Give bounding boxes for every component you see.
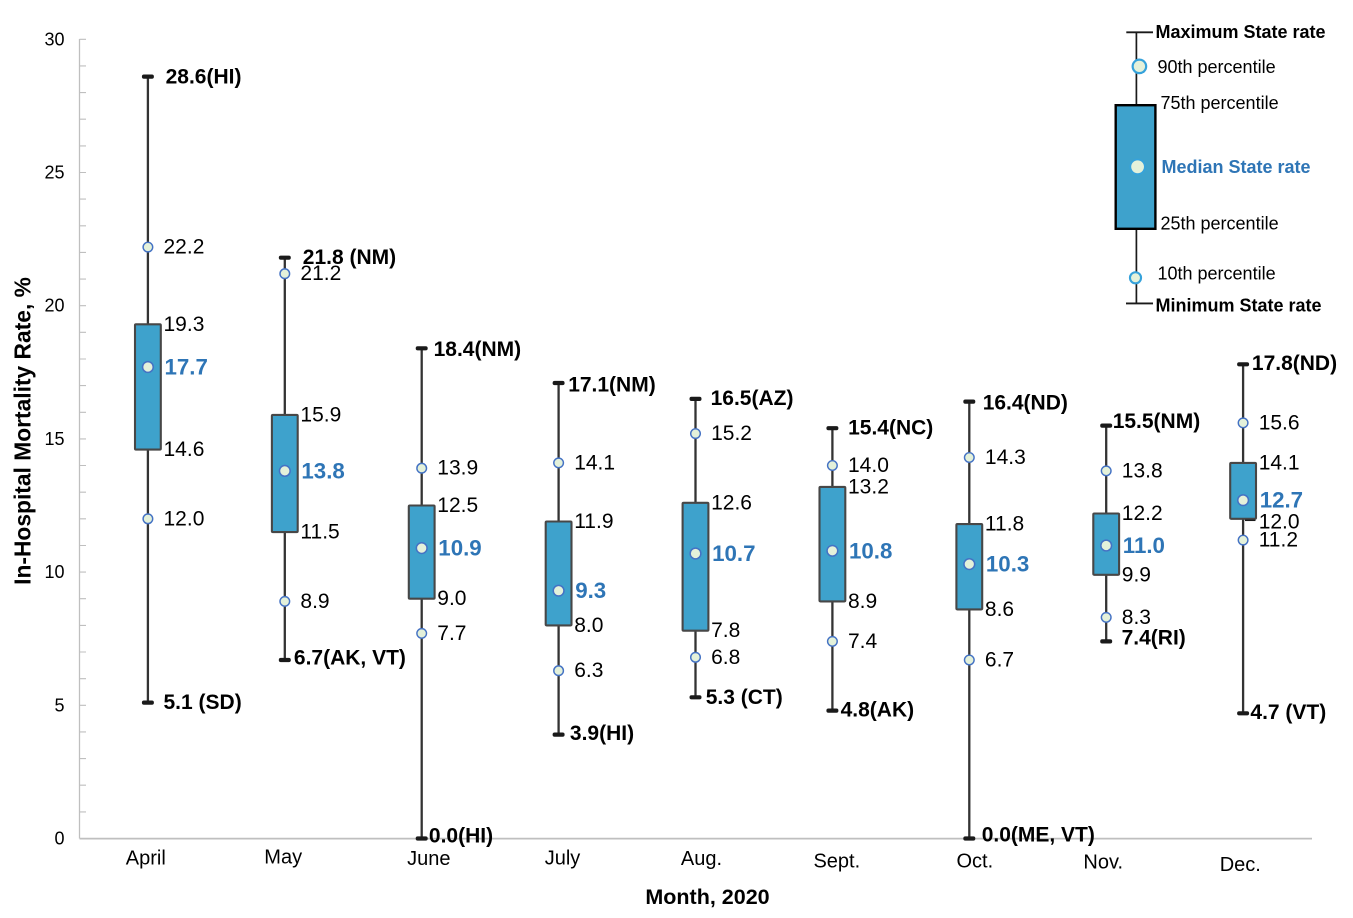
svg-text:21.8 (NM): 21.8 (NM): [303, 246, 396, 269]
svg-text:17.8(ND): 17.8(ND): [1252, 352, 1337, 375]
svg-text:12.7: 12.7: [1260, 488, 1303, 513]
svg-text:6.7: 6.7: [985, 649, 1014, 672]
svg-text:12.0: 12.0: [164, 507, 205, 530]
svg-text:8.6: 8.6: [985, 598, 1014, 621]
svg-text:75th percentile: 75th percentile: [1161, 93, 1279, 113]
svg-text:In-Hospital Mortality Rate, %: In-Hospital Mortality Rate, %: [10, 277, 36, 585]
svg-text:15.5(NM): 15.5(NM): [1113, 410, 1201, 433]
svg-text:5.1 (SD): 5.1 (SD): [164, 691, 242, 714]
svg-text:8.3: 8.3: [1122, 606, 1151, 629]
svg-text:10th percentile: 10th percentile: [1158, 264, 1276, 284]
svg-text:14.3: 14.3: [985, 446, 1026, 469]
svg-text:90th percentile: 90th percentile: [1158, 57, 1276, 77]
svg-text:14.1: 14.1: [1259, 451, 1300, 474]
svg-text:14.6: 14.6: [164, 438, 205, 461]
svg-text:17.1(NM): 17.1(NM): [568, 374, 656, 397]
svg-text:6.3: 6.3: [574, 659, 603, 682]
svg-text:Median State rate: Median State rate: [1162, 157, 1311, 177]
svg-text:11.0: 11.0: [1123, 533, 1165, 558]
svg-text:14.1: 14.1: [574, 451, 615, 474]
svg-text:Month, 2020: Month, 2020: [645, 885, 769, 909]
svg-text:4.7 (VT): 4.7 (VT): [1250, 701, 1326, 724]
svg-text:10.8: 10.8: [849, 538, 892, 563]
svg-text:9.0: 9.0: [437, 587, 466, 610]
svg-text:11.5: 11.5: [300, 521, 339, 544]
svg-text:14.0: 14.0: [848, 454, 889, 477]
svg-text:5.3 (CT): 5.3 (CT): [706, 686, 783, 709]
svg-text:4.8(AK): 4.8(AK): [841, 699, 915, 722]
svg-text:10.7: 10.7: [712, 541, 755, 566]
svg-text:7.8: 7.8: [711, 619, 740, 642]
svg-text:11.2: 11.2: [1259, 529, 1298, 552]
svg-text:25th percentile: 25th percentile: [1161, 214, 1279, 234]
svg-text:Sept.: Sept.: [813, 850, 860, 872]
svg-text:7.7: 7.7: [437, 622, 466, 645]
svg-text:13.9: 13.9: [437, 457, 478, 480]
svg-text:July: July: [545, 847, 581, 869]
svg-text:13.8: 13.8: [1122, 459, 1163, 482]
svg-text:6.7(AK, VT): 6.7(AK, VT): [294, 647, 406, 670]
svg-text:15: 15: [44, 429, 64, 449]
svg-text:10: 10: [44, 562, 64, 582]
svg-text:8.0: 8.0: [574, 614, 603, 637]
svg-text:5: 5: [54, 695, 64, 715]
svg-text:10.9: 10.9: [438, 536, 481, 561]
svg-text:7.4: 7.4: [848, 630, 878, 653]
svg-text:3.9(HI): 3.9(HI): [570, 722, 634, 745]
svg-text:30: 30: [44, 29, 64, 49]
svg-text:Oct.: Oct.: [956, 851, 993, 873]
svg-text:16.5(AZ): 16.5(AZ): [711, 387, 794, 410]
svg-text:11.9: 11.9: [574, 510, 613, 533]
svg-text:8.9: 8.9: [300, 590, 329, 613]
svg-text:28.6(HI): 28.6(HI): [166, 66, 242, 89]
svg-text:11.8: 11.8: [985, 513, 1024, 536]
svg-text:21.2: 21.2: [300, 262, 341, 285]
svg-text:15.6: 15.6: [1259, 411, 1300, 434]
svg-text:15.2: 15.2: [711, 422, 752, 445]
svg-text:12.0: 12.0: [1259, 511, 1300, 534]
svg-text:15.9: 15.9: [300, 403, 341, 426]
svg-text:25: 25: [44, 163, 64, 183]
svg-text:12.2: 12.2: [1122, 502, 1163, 525]
svg-text:13.2: 13.2: [848, 475, 889, 498]
svg-text:May: May: [264, 846, 302, 868]
svg-text:6.8: 6.8: [711, 646, 740, 669]
svg-text:22.2: 22.2: [164, 236, 205, 259]
svg-text:17.7: 17.7: [165, 355, 208, 380]
svg-text:April: April: [126, 847, 166, 869]
svg-text:8.9: 8.9: [848, 590, 877, 613]
svg-text:19.3: 19.3: [164, 313, 205, 336]
svg-text:15.4(NC): 15.4(NC): [848, 416, 933, 439]
svg-text:0: 0: [54, 829, 64, 849]
svg-text:16.4(ND): 16.4(ND): [983, 392, 1068, 415]
svg-text:10.3: 10.3: [986, 552, 1029, 577]
svg-text:7.4(RI): 7.4(RI): [1122, 627, 1186, 650]
svg-text:18.4(NM): 18.4(NM): [434, 338, 522, 361]
svg-text:Maximum State rate: Maximum State rate: [1156, 22, 1326, 42]
svg-text:June: June: [407, 848, 450, 870]
svg-text:20: 20: [44, 296, 64, 316]
svg-text:Nov.: Nov.: [1083, 851, 1123, 873]
svg-text:Dec.: Dec.: [1220, 854, 1261, 876]
svg-text:9.9: 9.9: [1122, 563, 1151, 586]
svg-text:Aug.: Aug.: [681, 848, 722, 870]
svg-text:Minimum State rate: Minimum State rate: [1156, 296, 1322, 316]
svg-text:0.0(HI): 0.0(HI): [429, 824, 493, 847]
svg-text:12.5: 12.5: [437, 494, 478, 517]
svg-text:9.3: 9.3: [575, 578, 606, 603]
svg-text:13.8: 13.8: [301, 458, 344, 483]
svg-text:0.0(ME, VT): 0.0(ME, VT): [982, 823, 1095, 846]
svg-text:12.6: 12.6: [711, 491, 752, 514]
